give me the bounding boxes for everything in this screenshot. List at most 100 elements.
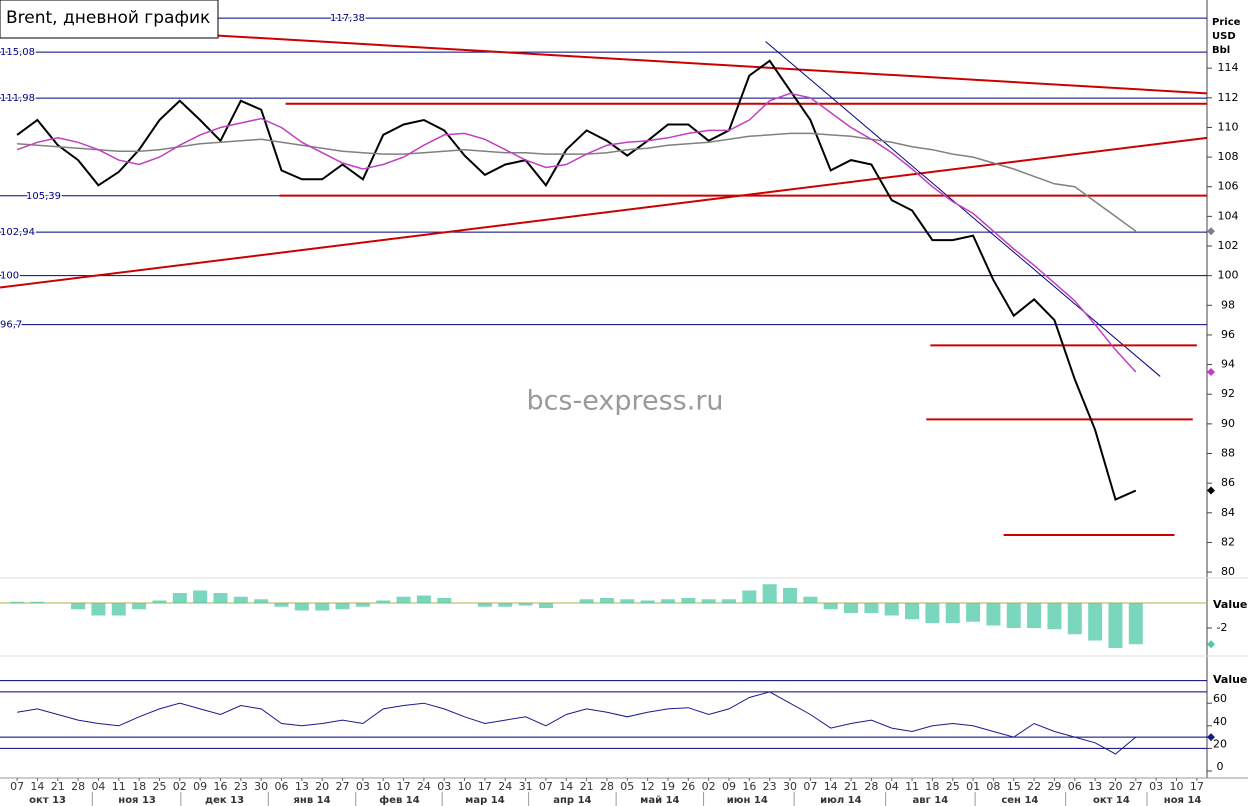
x-tick-label: 30 [783,780,797,793]
trend-line [218,34,1208,95]
month-label: окт 13 [29,795,66,806]
x-tick-label: 18 [132,780,146,793]
bar [925,603,940,623]
level-label: 111,98 [0,93,35,104]
level-label: 96,7 [0,320,22,331]
bar [599,598,614,603]
month-label: окт 14 [1093,795,1130,806]
x-tick-label: 06 [275,780,289,793]
x-tick-label: 27 [1129,780,1143,793]
bar [823,603,838,610]
y-tick-label: 88 [1221,447,1235,460]
x-tick-label: 28 [71,780,85,793]
x-tick-label: 10 [458,780,472,793]
bar [640,600,655,603]
y-tick-label: 94 [1221,358,1235,371]
month-label: ноя 14 [1164,795,1202,806]
bar [294,603,309,611]
bar [1006,603,1021,628]
y-tick-label: 106 [1218,180,1239,193]
bar [1047,603,1062,630]
x-tick-label: 20 [1108,780,1122,793]
y-tick-label: 20 [1213,737,1227,750]
x-tick-label: 26 [681,780,695,793]
bar [396,596,411,603]
axis-title: Value [1213,598,1247,611]
y-tick-label: 112 [1218,91,1239,104]
bar [233,596,248,603]
axis-title: USD [1212,31,1236,42]
month-label: авг 14 [913,795,949,806]
bar [701,599,716,603]
bar [315,603,330,611]
y-tick-label: 108 [1218,150,1239,163]
x-tick-label: 11 [112,780,126,793]
x-tick-label: 12 [641,780,655,793]
x-tick-label: 24 [498,780,512,793]
bar [132,603,147,610]
bar [783,588,798,603]
last-value-marker [1207,227,1215,236]
bar [111,603,126,616]
bar [1027,603,1042,628]
bar [681,598,696,603]
x-tick-label: 14 [559,780,573,793]
bar [742,590,757,603]
x-tick-label: 03 [1149,780,1163,793]
month-label: ноя 13 [118,795,156,806]
x-tick-label: 17 [397,780,411,793]
oscillator-line [17,691,1137,755]
last-value-marker [1207,640,1215,649]
bar [966,603,981,622]
x-tick-label: 28 [864,780,878,793]
bar [30,601,45,603]
x-tick-label: 23 [763,780,777,793]
x-tick-label: 28 [600,780,614,793]
bar [152,600,167,603]
x-tick-label: 17 [478,780,492,793]
x-tick-label: 02 [173,780,187,793]
x-tick-label: 11 [905,780,919,793]
x-tick-label: 18 [925,780,939,793]
y-tick-label: -2 [1217,621,1228,634]
y-tick-label: 90 [1221,417,1235,430]
x-tick-label: 01 [966,780,980,793]
y-tick-label: 80 [1221,565,1235,578]
bar [986,603,1001,626]
x-tick-label: 07 [539,780,553,793]
y-tick-label: 60 [1213,692,1227,705]
y-tick-label: 100 [1218,269,1239,282]
bar [10,601,25,603]
title-box [0,0,219,39]
last-value-marker [1207,367,1215,376]
x-tick-label: 30 [254,780,268,793]
month-label: янв 14 [293,795,330,806]
y-tick-label: 0 [1217,760,1224,773]
level-label: 102,94 [0,227,35,238]
bar [376,600,391,603]
bar [1128,603,1143,645]
x-tick-label: 23 [234,780,248,793]
x-tick-label: 25 [946,780,960,793]
bar [1108,603,1123,648]
x-tick-label: 16 [742,780,756,793]
bar [91,603,106,616]
x-tick-label: 09 [722,780,736,793]
x-tick-label: 06 [1068,780,1082,793]
bar [803,596,818,603]
bar [193,590,208,603]
axis-title: Price [1212,17,1241,28]
x-tick-label: 04 [885,780,899,793]
bar [355,603,370,607]
bar [518,603,533,606]
y-tick-label: 86 [1221,476,1235,489]
bar [884,603,899,616]
y-tick-label: 114 [1218,61,1239,74]
x-tick-label: 20 [315,780,329,793]
y-tick-label: 110 [1218,120,1239,133]
bar [437,598,452,603]
x-tick-label: 31 [519,780,533,793]
moving-average [16,92,1137,373]
x-tick-label: 10 [376,780,390,793]
bar [620,599,635,603]
